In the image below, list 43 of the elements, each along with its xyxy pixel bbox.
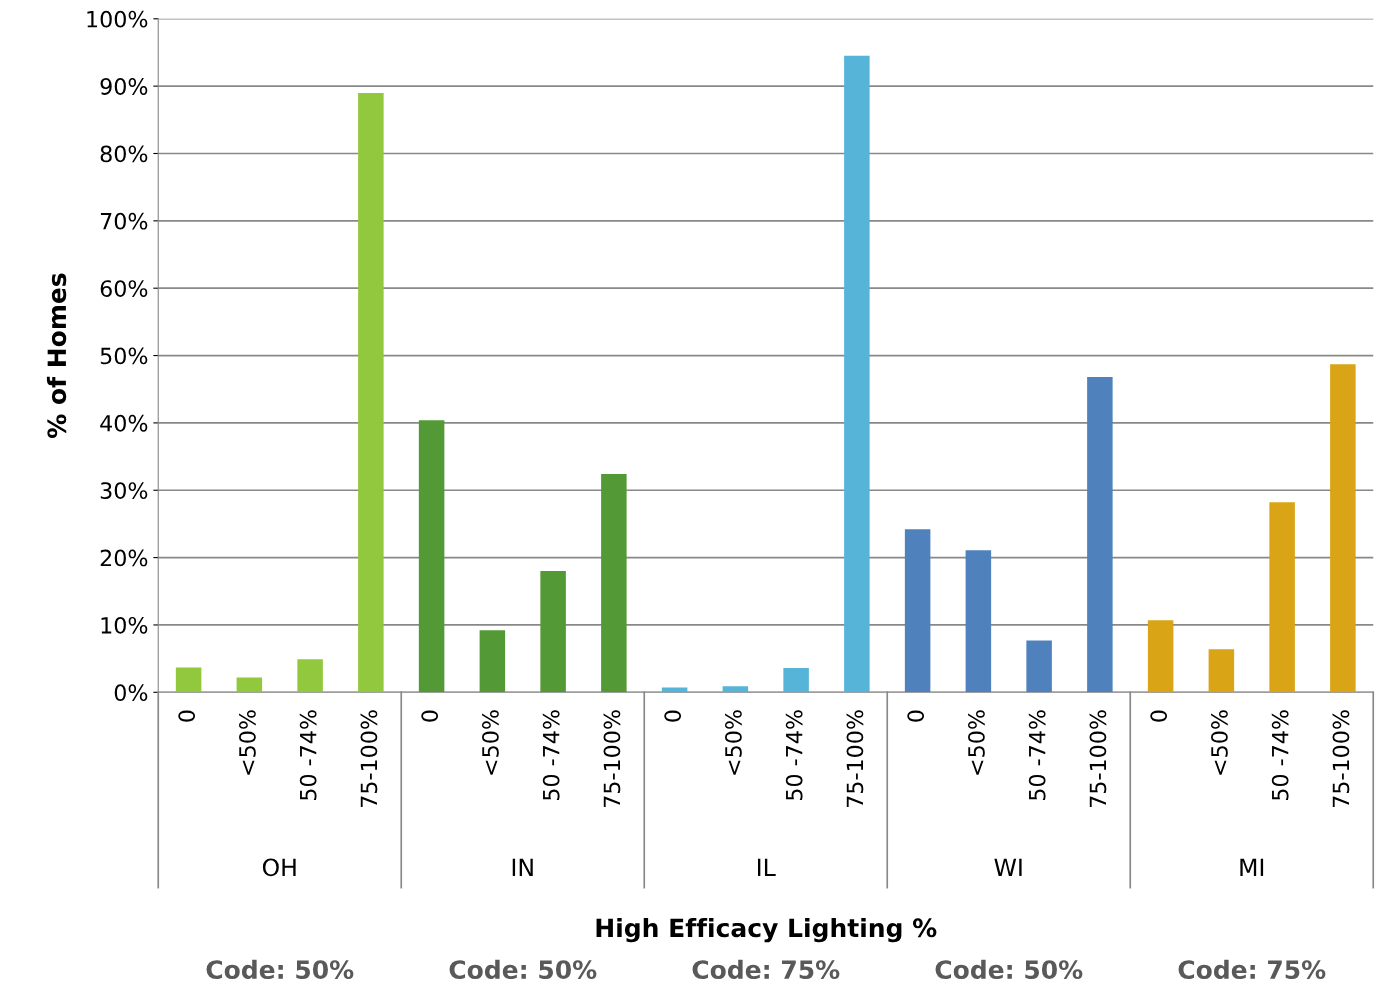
text: Code: 50% <box>206 959 354 980</box>
y-tick-label: 0% <box>114 684 148 702</box>
x-tick-label: 0 <box>421 710 439 722</box>
x-tick-label: 50 -74% <box>1271 710 1289 800</box>
text: Code: 50% <box>449 959 597 980</box>
text: Code: 50% <box>935 959 1083 980</box>
y-tick-label: 60% <box>100 280 148 297</box>
x-tick-label: 75-100% <box>603 710 621 807</box>
y-tick-label: 30% <box>100 482 148 500</box>
text: OH <box>262 858 296 877</box>
x-tick-label: 75-100% <box>360 710 378 807</box>
x-tick-label: 50 -74% <box>299 710 317 800</box>
y-tick-label: 70% <box>100 212 148 230</box>
x-tick-label: <50% <box>725 710 742 775</box>
x-tick-label: 75-100% <box>1089 710 1107 807</box>
x-tick-label: 0 <box>1150 710 1168 722</box>
text: IN <box>512 858 533 876</box>
text: WI <box>994 858 1022 876</box>
x-tick-label: <50% <box>482 710 499 775</box>
x-tick-label: 0 <box>907 710 925 722</box>
x-tick-label: 50 -74% <box>785 710 803 800</box>
x-tick-label: 75-100% <box>846 710 864 807</box>
x-tick-label: 50 -74% <box>1028 710 1046 800</box>
y-axis-title: % of Homes <box>46 273 67 438</box>
y-tick-label: 20% <box>100 549 148 567</box>
x-axis-title: High Efficacy Lighting % <box>596 917 937 943</box>
x-tick-label: 75-100% <box>1332 710 1350 807</box>
x-tick-label: 50 -74% <box>542 710 560 800</box>
y-tick-label: 100% <box>87 10 148 28</box>
y-tick-label: 80% <box>100 145 148 163</box>
y-tick-label: 10% <box>101 616 148 634</box>
text: MI <box>1240 858 1264 876</box>
x-tick-label: 0 <box>664 710 682 722</box>
text: Code: 75% <box>1178 959 1326 980</box>
x-tick-label: <50% <box>239 710 256 775</box>
y-tick-label: 50% <box>100 347 148 365</box>
x-tick-label: 0 <box>178 710 196 722</box>
x-tick-label: <50% <box>968 710 985 775</box>
x-tick-label: <50% <box>1211 710 1228 775</box>
y-tick-label: 90% <box>100 78 148 95</box>
text: Code: 75% <box>692 959 840 980</box>
text: IL <box>758 858 776 876</box>
y-tick-label: 40% <box>100 414 148 432</box>
